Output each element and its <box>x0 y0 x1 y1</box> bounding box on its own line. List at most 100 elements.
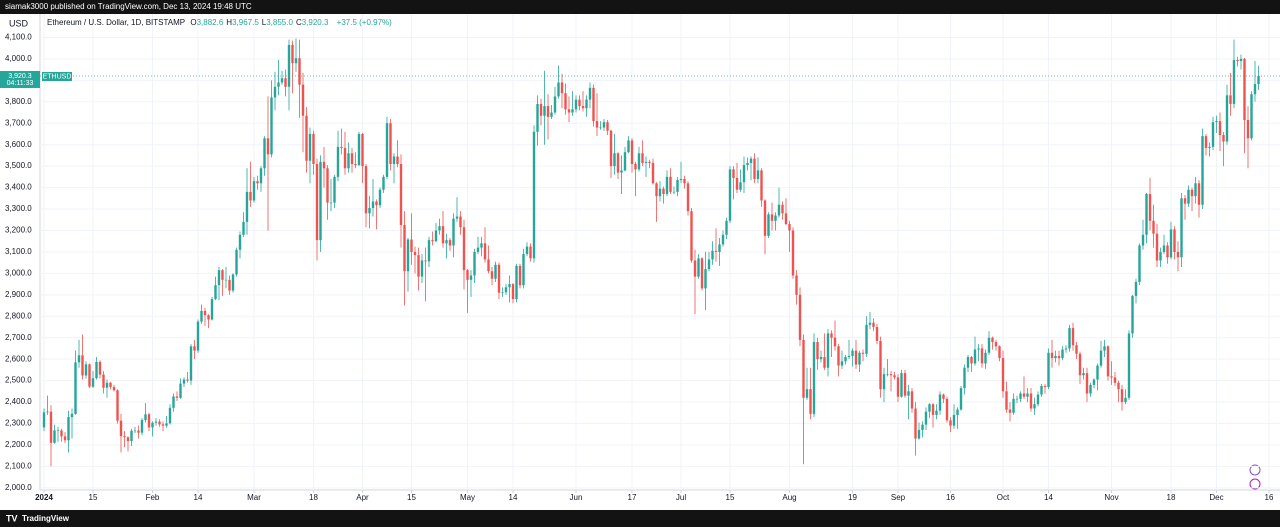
candle-body <box>88 364 91 387</box>
candle-body <box>116 390 119 421</box>
candle-body <box>973 349 977 364</box>
candle-body <box>893 375 896 378</box>
candle-body <box>725 220 728 235</box>
x-tick-label: 15 <box>726 493 735 502</box>
candle-body <box>830 333 833 338</box>
candle-body <box>557 82 560 97</box>
candle-body <box>833 337 837 347</box>
candle-body <box>889 374 893 376</box>
candle-body <box>357 133 361 166</box>
candle-body <box>1050 352 1054 359</box>
candle-body <box>123 436 126 438</box>
candle-body <box>1152 220 1155 234</box>
candle-body <box>438 226 441 231</box>
y-tick-label: 2,700.0 <box>5 333 32 342</box>
footer-brand: TradingView <box>22 514 70 523</box>
x-tick-label: Jun <box>570 493 583 502</box>
candle-body <box>781 204 784 214</box>
candle-body <box>53 430 56 443</box>
candle-body <box>924 411 928 425</box>
candle-body <box>854 350 858 365</box>
candle-body <box>697 258 700 277</box>
candle-body <box>949 420 952 426</box>
candle-body <box>921 424 924 430</box>
candle-body <box>581 106 585 109</box>
flash-icon[interactable] <box>1249 478 1261 490</box>
candle-body <box>749 158 753 163</box>
candle-body <box>1040 385 1043 395</box>
candle-body <box>928 404 931 412</box>
candle-body <box>634 163 637 170</box>
candle-body <box>851 350 854 356</box>
zoom-icon[interactable] <box>1249 464 1261 476</box>
candle-body <box>707 259 711 270</box>
candle-body <box>1008 409 1012 413</box>
candle-body <box>105 382 109 388</box>
candle-body <box>536 103 539 132</box>
candle-body <box>329 202 333 204</box>
candle-body <box>907 391 910 396</box>
candle-body <box>1085 373 1089 394</box>
candle-body <box>903 373 907 396</box>
candle-body <box>515 265 518 300</box>
candle-body <box>620 170 623 173</box>
ohlc-letter: L <box>261 18 267 27</box>
candle-body <box>1197 183 1201 205</box>
candle-body <box>382 176 385 190</box>
candle-body <box>564 93 567 110</box>
candle-body <box>1061 349 1064 359</box>
candle-body <box>543 106 546 116</box>
candle-body <box>718 244 721 252</box>
candle-body <box>224 279 228 281</box>
candle-body <box>567 109 571 113</box>
candle-body <box>1103 346 1106 351</box>
x-tick-label: Nov <box>1104 493 1118 502</box>
candle-body <box>1204 136 1208 148</box>
candle-body <box>102 374 105 388</box>
candle-body <box>1005 391 1008 410</box>
candle-body <box>602 122 606 128</box>
y-tick-label: 3,300.0 <box>5 204 32 213</box>
candle-body <box>196 321 200 351</box>
candle-body <box>956 409 959 415</box>
ohlc-value: 3,882.6 <box>196 18 224 27</box>
candle-body <box>165 423 168 426</box>
candle-body <box>637 153 641 170</box>
ohlc-letter: C <box>295 18 302 27</box>
x-tick-label: 2024 <box>35 493 53 502</box>
candle-body <box>858 352 861 365</box>
candle-body <box>599 127 602 129</box>
candle-body <box>952 414 956 426</box>
y-tick-label: 2,800.0 <box>5 311 32 320</box>
candle-body <box>669 176 672 192</box>
candle-body <box>130 430 133 442</box>
candle-body <box>315 163 319 241</box>
candle-body <box>1253 84 1257 95</box>
candle-body <box>1054 355 1057 359</box>
candle-body <box>1187 189 1190 204</box>
candle-body <box>98 361 102 375</box>
candle-body <box>945 398 949 421</box>
candle-body <box>1110 376 1113 378</box>
candle-body <box>1033 404 1036 409</box>
candle-body <box>277 82 280 87</box>
candle-body <box>340 146 343 148</box>
candle-body <box>42 412 46 428</box>
candle-body <box>900 373 903 397</box>
candle-body <box>606 122 609 131</box>
candle-body <box>385 123 389 177</box>
candle-body <box>805 389 809 398</box>
candle-body <box>1180 198 1183 258</box>
candle-body <box>189 346 193 381</box>
candle-body <box>728 169 732 221</box>
candle-body <box>686 183 690 212</box>
candle-body <box>207 315 210 320</box>
x-tick-label: 18 <box>309 493 318 502</box>
grid <box>40 14 1280 490</box>
candle-body <box>238 234 242 250</box>
candle-body <box>504 287 508 293</box>
candle-body <box>203 310 207 316</box>
candle-body <box>522 254 525 286</box>
candle-body <box>865 324 868 354</box>
candle-body <box>942 394 945 399</box>
